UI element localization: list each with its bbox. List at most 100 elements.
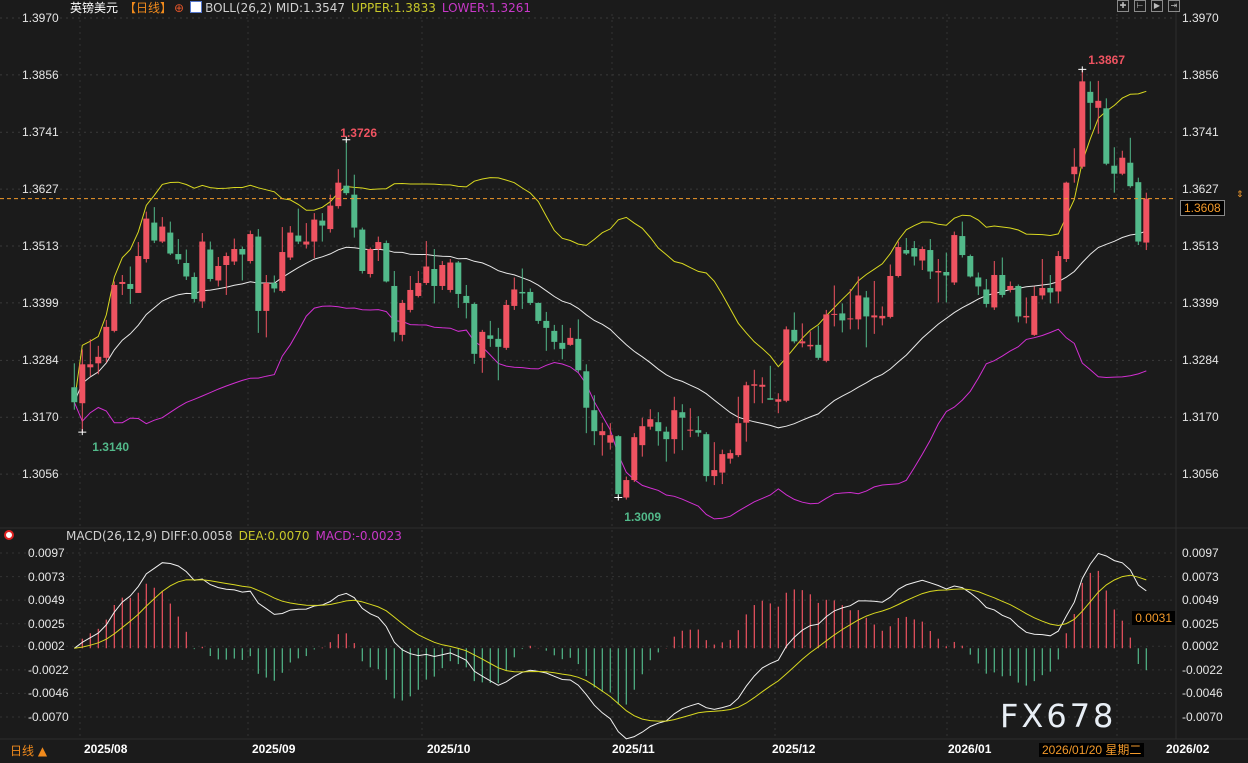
left-macd-tick: 0.0025: [28, 616, 65, 631]
date-tick: 2025/12: [772, 742, 816, 756]
candle-body: [759, 384, 766, 387]
candle-body: [183, 263, 190, 277]
candle-body: [943, 271, 950, 276]
candle-body: [1095, 100, 1102, 108]
right-macd-tick: 0.0025: [1182, 616, 1219, 631]
candle-body: [135, 256, 142, 293]
add-indicator-icon[interactable]: ⊕: [174, 1, 185, 15]
left-price-tick: 1.3741: [22, 125, 59, 140]
right-price-tick: 1.3970: [1182, 11, 1219, 25]
date-tick: 2026/02: [1166, 742, 1210, 756]
candle-body: [255, 236, 262, 311]
candle-body: [1047, 287, 1054, 293]
candle-body: [439, 265, 446, 286]
candle-body: [503, 304, 510, 348]
boll-upper-label: UPPER:1.3833: [351, 1, 436, 15]
candle-body: [703, 434, 710, 477]
candle-body: [1135, 182, 1142, 242]
play-range-icon[interactable]: ▶: [1151, 0, 1163, 12]
period-switch-button[interactable]: 日线 ▲: [10, 744, 48, 758]
candle-body: [231, 249, 238, 262]
move-right-icon[interactable]: ⇥: [1168, 0, 1180, 12]
candle-body: [1055, 256, 1062, 292]
left-price-tick: 1.3513: [22, 239, 59, 254]
candle-body: [87, 364, 94, 368]
extreme-marker: [1078, 66, 1087, 73]
candle-body: [607, 435, 614, 443]
candle-body: [623, 480, 630, 498]
candle-body: [391, 285, 398, 333]
macd-dea-line: [74, 574, 1147, 722]
candle-body: [871, 315, 878, 318]
candle-body: [71, 387, 78, 403]
left-price-tick: 1.3856: [22, 67, 59, 82]
symbol-name: 英镑美元: [70, 1, 119, 15]
candle-body: [935, 270, 942, 273]
candle-body: [223, 256, 230, 266]
macd-header: MACD(26,12,9) DIFF:0.0058 DEA:0.0070 MACD:…: [4, 529, 408, 543]
last-price-tag: 1.3608: [1180, 200, 1225, 216]
candle-body: [119, 281, 126, 284]
candle-body: [335, 182, 342, 207]
right-macd-tick: -0.0022: [1182, 662, 1223, 677]
boll-chart-icon[interactable]: [190, 1, 203, 13]
zoom-range-icon[interactable]: ⊢: [1134, 0, 1146, 12]
candle-body: [959, 236, 966, 256]
extreme-marker: [614, 494, 623, 501]
period-label[interactable]: 【日线】: [124, 1, 173, 15]
extreme-price-label: 1.3009: [624, 509, 661, 524]
candle-body: [375, 242, 382, 250]
candle-body: [975, 277, 982, 287]
candle-body: [799, 341, 806, 344]
right-macd-tick: -0.0046: [1182, 686, 1223, 701]
candle-body: [463, 295, 470, 303]
candle-body: [807, 344, 814, 347]
date-tick: 2025/09: [252, 742, 296, 756]
crosshair-icon[interactable]: ✚: [1117, 0, 1129, 12]
left-price-tick: 1.3627: [22, 182, 59, 197]
candle-body: [287, 232, 294, 258]
price-arrow-icon: ⇕: [1236, 190, 1244, 200]
candle-body: [711, 470, 718, 477]
candle-body: [599, 431, 606, 436]
right-macd-tick: 0.0002: [1182, 639, 1219, 654]
date-tick: 2025/11: [612, 742, 655, 756]
candle-body: [423, 266, 430, 283]
candle-body: [263, 282, 270, 311]
candle-body: [559, 342, 566, 349]
date-tick: 2025/10: [427, 742, 471, 756]
candle-body: [839, 313, 846, 321]
candle-body: [1071, 166, 1078, 175]
right-price-tick: 1.3399: [1182, 295, 1219, 310]
candle-body: [1087, 91, 1094, 103]
candle-body: [383, 243, 390, 282]
candle-body: [95, 356, 102, 364]
candle-body: [487, 335, 494, 339]
candle-body: [311, 219, 318, 242]
candle-body: [823, 314, 830, 361]
candle-body: [719, 454, 726, 473]
right-price-tick: 1.3627: [1182, 182, 1219, 197]
candle-body: [471, 303, 478, 354]
candle-body: [791, 329, 798, 342]
candle-body: [991, 274, 998, 308]
macd-settings-icon[interactable]: [4, 530, 14, 540]
left-macd-tick: 0.0073: [28, 569, 65, 584]
candle-body: [495, 338, 502, 347]
candle-body: [887, 275, 894, 317]
candle-body: [775, 399, 782, 402]
candle-body: [111, 284, 118, 331]
candle-body: [847, 318, 854, 320]
left-macd-tick: 0.0097: [28, 546, 65, 560]
candle-body: [455, 262, 462, 294]
macd-diff-line: [74, 552, 1147, 740]
candle-body: [295, 235, 302, 242]
left-price-tick: 1.3056: [22, 467, 59, 482]
candle-body: [1111, 165, 1118, 174]
left-macd-tick: -0.0046: [28, 686, 69, 701]
candle-body: [951, 235, 958, 283]
extreme-price-label: 1.3726: [340, 125, 377, 140]
boll-mid-line: [73, 230, 1147, 429]
extreme-marker: [78, 429, 87, 436]
